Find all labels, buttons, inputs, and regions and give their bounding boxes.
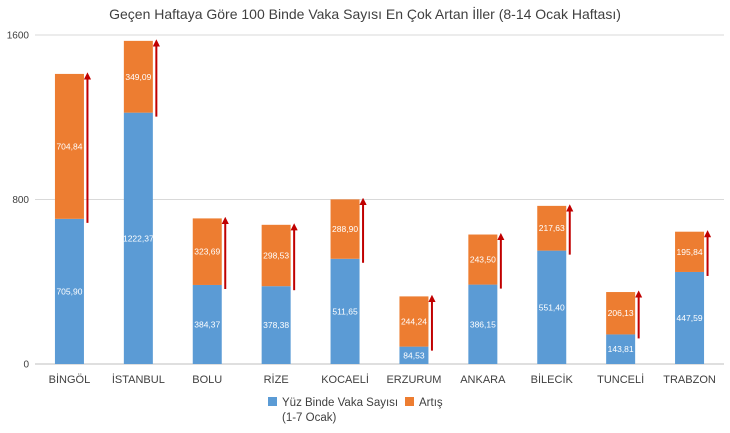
bar-base xyxy=(54,218,84,364)
y-tick-label: 800 xyxy=(12,195,29,206)
category-label: RİZE xyxy=(264,373,289,386)
bar-increase xyxy=(468,234,498,285)
bar-increase xyxy=(399,296,429,347)
category-label: BİLECİK xyxy=(531,373,574,386)
bar-base xyxy=(675,271,705,364)
data-label-base: 84,53 xyxy=(403,350,425,360)
data-label-increase: 349,09 xyxy=(125,72,151,82)
category-label: ERZURUM xyxy=(386,374,441,386)
bar-base xyxy=(192,284,222,364)
bar-increase xyxy=(606,292,636,335)
data-labels: 705,90 704,84 1222,37 349,09 384,37 323,69 378… xyxy=(56,72,702,361)
legend-label: Artış xyxy=(419,397,443,409)
bar-increase xyxy=(261,224,291,287)
bar-increase xyxy=(675,231,705,272)
category-label: BOLU xyxy=(192,374,222,386)
chart-title: Geçen Haftaya Göre 100 Binde Vaka Sayısı… xyxy=(109,5,621,22)
data-label-increase: 195,84 xyxy=(677,247,703,257)
increase-arrows xyxy=(83,39,712,351)
bar-base xyxy=(399,346,429,364)
legend-label: (1-7 Ocak) xyxy=(282,412,336,424)
category-label: BİNGÖL xyxy=(49,373,91,386)
axes: 0 800 1600 BİNGÖL İSTANBUL BOLU RİZE KOCAELİ ERZ… xyxy=(7,31,716,387)
data-label-base: 143,81 xyxy=(608,344,634,354)
bar-base xyxy=(468,284,498,364)
data-label-increase: 206,13 xyxy=(608,308,634,318)
bar-base xyxy=(261,286,291,364)
bar-increase xyxy=(537,205,567,251)
bar-base xyxy=(537,250,567,364)
data-label-increase: 298,53 xyxy=(263,251,289,261)
bar-base xyxy=(606,334,636,364)
data-label-base: 551,40 xyxy=(539,302,565,312)
data-label-base: 511,65 xyxy=(332,306,358,316)
bar-increase xyxy=(192,218,222,285)
bar-increase xyxy=(123,40,153,113)
data-label-increase: 323,69 xyxy=(194,247,220,257)
category-label: ANKARA xyxy=(460,374,506,386)
legend-swatch xyxy=(405,397,414,406)
data-label-increase: 243,50 xyxy=(470,255,496,265)
legend: Yüz Binde Vaka Sayısı (1-7 Ocak) Artış xyxy=(268,397,443,424)
bar-base xyxy=(123,112,153,364)
bars xyxy=(54,40,705,364)
data-label-base: 447,59 xyxy=(677,313,703,323)
data-label-base: 384,37 xyxy=(194,319,220,329)
legend-swatch xyxy=(268,397,277,406)
data-label-base: 1222,37 xyxy=(123,233,154,243)
data-label-base: 386,15 xyxy=(470,319,496,329)
data-label-base: 378,38 xyxy=(263,320,289,330)
legend-label: Yüz Binde Vaka Sayısı xyxy=(282,397,398,409)
data-label-increase: 217,63 xyxy=(539,223,565,233)
data-label-base: 705,90 xyxy=(56,286,82,296)
bar-base xyxy=(330,258,360,364)
category-label: TUNCELİ xyxy=(597,373,644,386)
y-tick-label: 1600 xyxy=(7,31,30,42)
data-label-increase: 704,84 xyxy=(56,141,82,151)
y-tick-label: 0 xyxy=(23,360,29,371)
category-label: KOCAELİ xyxy=(321,373,369,386)
data-label-increase: 244,24 xyxy=(401,317,427,327)
category-label: İSTANBUL xyxy=(112,373,165,386)
data-label-increase: 288,90 xyxy=(332,224,358,234)
bar-increase xyxy=(54,73,84,219)
category-label: TRABZON xyxy=(663,374,716,386)
bar-increase xyxy=(330,199,360,259)
